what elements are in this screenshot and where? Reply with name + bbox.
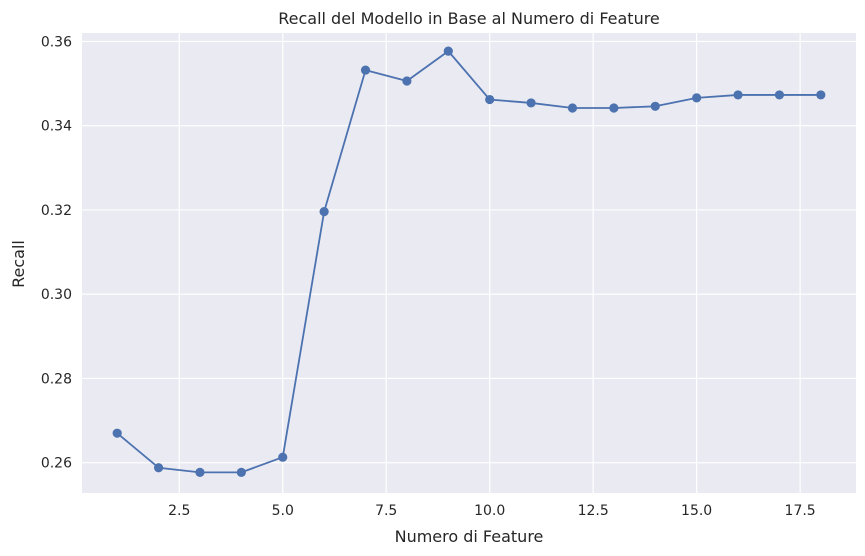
- data-point: [816, 90, 826, 100]
- data-point: [692, 93, 702, 103]
- x-tick-labels: 2.5 5.0 7.5 10.0 12.5 15.0 17.5: [168, 503, 816, 519]
- data-point: [485, 94, 495, 105]
- y-tick-label: 0.28: [41, 371, 72, 387]
- y-tick-label: 0.30: [41, 287, 72, 303]
- plot-background: [82, 33, 856, 493]
- x-tick-label: 12.5: [578, 503, 609, 519]
- chart-title: Recall del Modello in Base al Numero di …: [278, 9, 660, 28]
- data-point: [195, 467, 205, 477]
- y-tick-labels: 0.26 0.28 0.30 0.32 0.34 0.36: [41, 34, 72, 471]
- data-point: [733, 90, 743, 100]
- data-point: [774, 90, 785, 100]
- grid-lines: [82, 33, 856, 493]
- data-point: [319, 207, 329, 217]
- data-point: [236, 467, 246, 477]
- x-tick-label: 5.0: [272, 503, 294, 519]
- data-series: [112, 46, 826, 477]
- data-point: [360, 65, 371, 75]
- data-point: [112, 428, 122, 438]
- x-tick-label: 17.5: [785, 503, 816, 519]
- data-point: [278, 452, 288, 462]
- x-axis-label: Numero di Feature: [395, 527, 544, 546]
- data-point: [443, 46, 453, 56]
- series-line: [116, 50, 821, 474]
- x-tick-label: 7.5: [375, 503, 397, 519]
- x-tick-label: 15.0: [681, 503, 712, 519]
- x-tick-label: 10.0: [474, 503, 505, 519]
- data-point: [402, 76, 412, 86]
- data-point: [526, 98, 536, 108]
- data-point: [153, 463, 164, 473]
- data-point: [650, 101, 660, 111]
- data-point: [567, 103, 578, 113]
- y-tick-label: 0.34: [41, 119, 72, 135]
- y-tick-label: 0.32: [41, 203, 72, 219]
- x-tick-label: 2.5: [168, 503, 190, 519]
- y-axis-label: Recall: [9, 240, 28, 288]
- y-tick-label: 0.36: [41, 34, 72, 50]
- data-point: [609, 103, 619, 113]
- y-tick-label: 0.26: [41, 456, 72, 472]
